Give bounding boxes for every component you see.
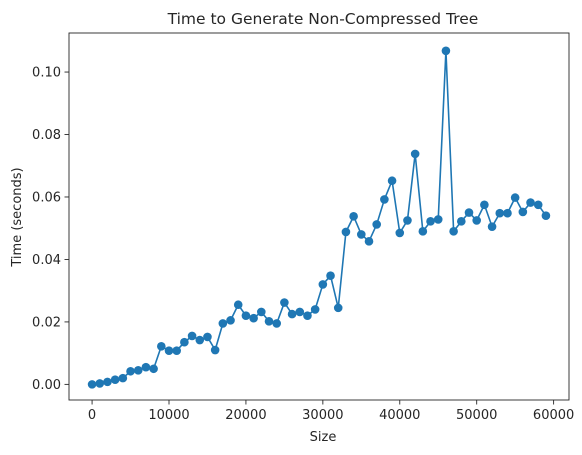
data-point — [157, 341, 166, 351]
y-tick-label: 0.10 — [32, 66, 61, 81]
data-point — [372, 220, 381, 229]
data-point — [318, 280, 328, 289]
y-axis-label: Time (seconds) — [10, 167, 25, 267]
data-point — [449, 227, 458, 236]
data-point — [472, 216, 481, 225]
x-tick-label: 10000 — [148, 408, 189, 423]
data-point — [95, 379, 105, 388]
y-tick-label: 0.06 — [32, 190, 61, 205]
x-axis-label: Size — [310, 430, 337, 445]
data-point — [110, 375, 120, 384]
data-point — [87, 380, 97, 389]
data-point — [195, 335, 205, 345]
data-point — [280, 298, 289, 307]
data-point — [518, 207, 528, 217]
data-point — [303, 311, 312, 320]
plot-area — [68, 32, 570, 401]
data-point — [357, 230, 366, 239]
data-point — [487, 222, 497, 231]
data-point — [172, 346, 181, 355]
data-point — [272, 319, 281, 328]
data-point — [133, 366, 143, 375]
plot-frame — [68, 32, 570, 401]
data-point — [433, 215, 443, 224]
data-point — [457, 217, 466, 226]
data-point — [464, 208, 474, 217]
data-point — [218, 319, 228, 328]
data-point — [180, 337, 189, 347]
data-point — [533, 200, 543, 210]
data-point — [541, 211, 551, 221]
data-point — [118, 373, 128, 383]
data-point — [103, 377, 112, 387]
data-point — [510, 193, 520, 202]
data-point — [441, 46, 451, 56]
y-axis: 0.00 0.02 0.04 0.06 0.08 0.10 — [32, 66, 69, 393]
data-point — [257, 307, 266, 317]
data-point — [326, 271, 335, 280]
x-tick-label: 40000 — [379, 408, 420, 423]
data-point — [241, 311, 251, 320]
data-point — [341, 227, 351, 237]
data-point — [333, 303, 343, 313]
data-point — [233, 300, 243, 310]
data-point — [418, 227, 428, 236]
x-axis: 0 10000 20000 30000 40000 50000 60000 — [88, 400, 574, 423]
data-point — [380, 195, 389, 204]
data-point — [249, 313, 258, 323]
data-point — [187, 331, 197, 341]
data-point — [503, 208, 512, 218]
data-point — [226, 316, 235, 325]
y-tick-label: 0.00 — [32, 378, 61, 393]
data-point — [349, 212, 358, 221]
data-point — [410, 149, 420, 159]
data-point — [141, 362, 151, 372]
chart-title: Time to Generate Non-Compressed Tree — [167, 10, 479, 28]
data-point — [310, 305, 320, 314]
data-point — [526, 198, 535, 207]
data-point — [164, 346, 174, 355]
data-point — [395, 228, 405, 238]
data-point — [426, 217, 435, 226]
series-points-group — [87, 46, 551, 389]
data-point — [203, 332, 212, 342]
x-tick-label: 60000 — [533, 408, 574, 423]
data-point — [210, 345, 220, 355]
data-point — [126, 366, 135, 376]
y-tick-label: 0.08 — [32, 128, 61, 143]
x-tick-label: 30000 — [302, 408, 343, 423]
data-point — [495, 208, 505, 218]
data-point — [364, 237, 374, 246]
data-point — [403, 216, 412, 225]
x-tick-label: 0 — [88, 408, 96, 423]
y-tick-label: 0.04 — [32, 253, 61, 268]
data-point — [264, 316, 274, 326]
data-point — [295, 307, 305, 317]
x-tick-label: 20000 — [225, 408, 266, 423]
data-point — [387, 176, 397, 186]
data-point — [480, 200, 489, 210]
data-point — [287, 309, 297, 319]
data-point — [149, 364, 158, 374]
x-tick-label: 50000 — [456, 408, 497, 423]
y-tick-label: 0.02 — [32, 315, 61, 330]
